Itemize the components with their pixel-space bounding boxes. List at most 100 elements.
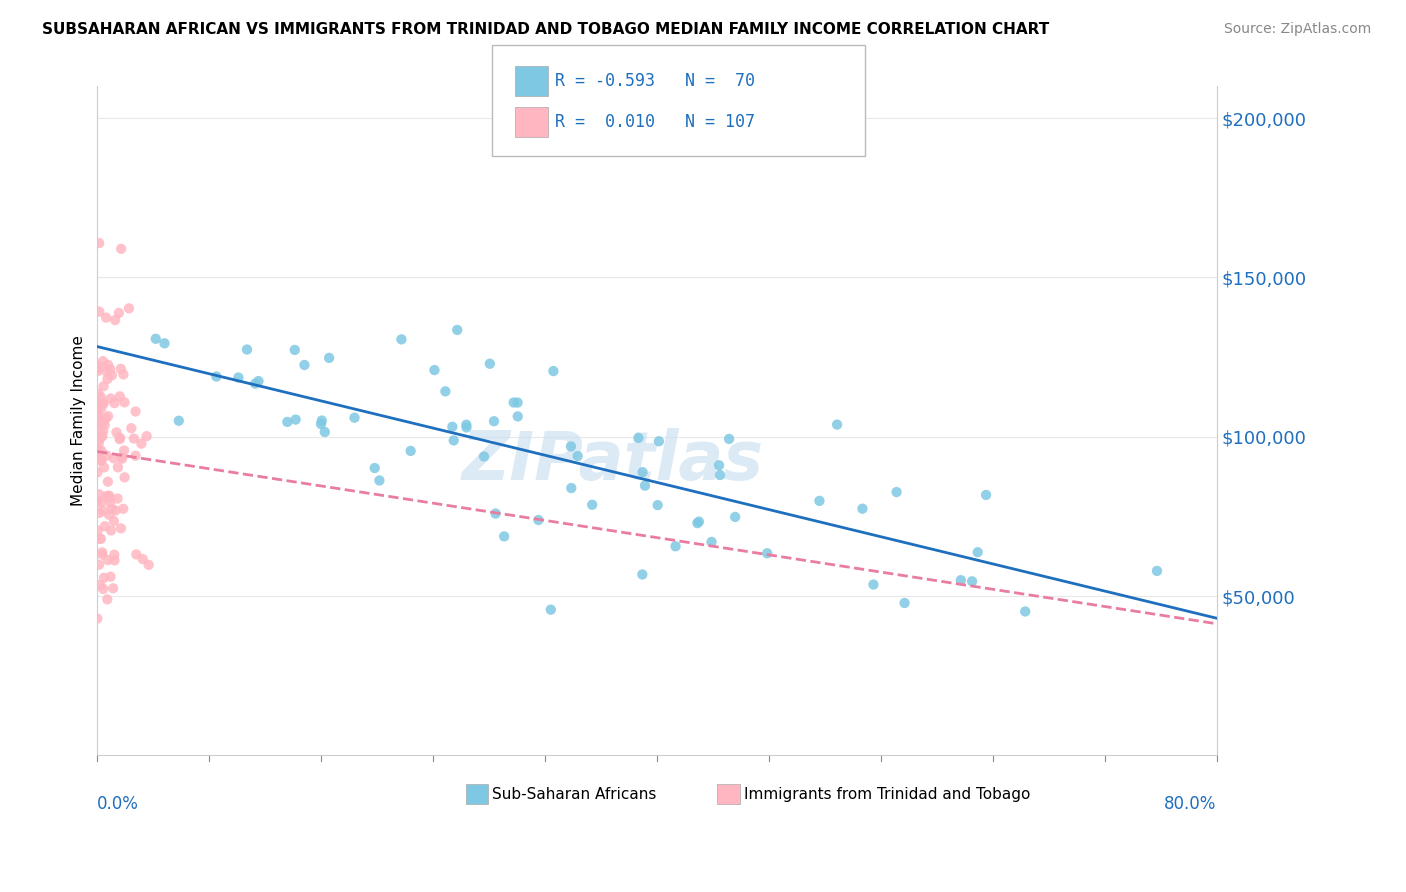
Point: [707, 458, 730, 473]
Point: [87, 364, 110, 378]
Point: [294, 358, 316, 372]
Point: [90, 453, 112, 467]
Point: [90, 495, 112, 509]
Point: [506, 409, 529, 424]
Point: [167, 414, 190, 428]
Point: [446, 323, 468, 337]
Point: [103, 553, 125, 567]
Point: [87, 444, 110, 458]
Point: [94, 519, 117, 533]
Point: [103, 451, 125, 466]
Point: [91, 582, 114, 596]
Point: [318, 351, 340, 365]
Point: [89, 431, 111, 445]
Point: [91, 396, 114, 410]
Point: [893, 596, 915, 610]
Point: [966, 545, 988, 559]
Point: [118, 301, 141, 316]
Point: [631, 465, 654, 479]
Text: 80.0%: 80.0%: [1164, 796, 1216, 814]
Point: [91, 545, 114, 559]
Point: [91, 429, 114, 443]
Point: [110, 242, 132, 256]
Point: [87, 449, 110, 463]
Point: [100, 392, 122, 406]
Point: [94, 411, 117, 425]
Point: [228, 370, 250, 384]
Point: [560, 481, 582, 495]
Point: [236, 343, 259, 357]
Point: [93, 571, 115, 585]
Point: [97, 409, 120, 424]
Point: [648, 434, 671, 449]
Point: [974, 488, 997, 502]
Point: [1146, 564, 1168, 578]
Point: [89, 506, 111, 520]
Point: [93, 397, 115, 411]
Point: [87, 558, 110, 572]
FancyBboxPatch shape: [465, 784, 488, 805]
Point: [132, 552, 155, 566]
Text: Source: ZipAtlas.com: Source: ZipAtlas.com: [1223, 22, 1371, 37]
Point: [627, 431, 650, 445]
Point: [104, 503, 127, 517]
Point: [485, 507, 508, 521]
Point: [89, 532, 111, 546]
Point: [96, 489, 118, 503]
Point: [98, 491, 121, 505]
Point: [399, 443, 422, 458]
Point: [108, 432, 131, 446]
Point: [276, 415, 298, 429]
Point: [664, 539, 686, 553]
Point: [145, 332, 167, 346]
Point: [108, 389, 131, 403]
Point: [90, 430, 112, 444]
Y-axis label: Median Family Income: Median Family Income: [72, 335, 86, 507]
Point: [89, 416, 111, 430]
Point: [631, 567, 654, 582]
Point: [101, 368, 124, 383]
Point: [343, 410, 366, 425]
Point: [87, 386, 110, 401]
Point: [87, 397, 110, 411]
Point: [527, 513, 550, 527]
Point: [138, 558, 160, 572]
Point: [718, 432, 741, 446]
Point: [98, 508, 121, 522]
Point: [87, 494, 110, 508]
Point: [311, 413, 333, 427]
Point: [284, 412, 307, 426]
Point: [112, 443, 135, 458]
Point: [482, 414, 505, 428]
Point: [309, 417, 332, 431]
Point: [107, 491, 129, 506]
Point: [94, 310, 117, 325]
Point: [314, 425, 336, 439]
Point: [540, 602, 562, 616]
Point: [108, 431, 131, 445]
Point: [567, 449, 589, 463]
Point: [103, 548, 125, 562]
Point: [87, 406, 110, 420]
Point: [96, 372, 118, 386]
Point: [494, 529, 516, 543]
Point: [688, 515, 710, 529]
Point: [89, 397, 111, 411]
Point: [502, 395, 524, 409]
Point: [363, 461, 385, 475]
Point: [89, 578, 111, 592]
Point: [91, 424, 114, 438]
Point: [101, 582, 124, 596]
Point: [245, 376, 267, 391]
Point: [949, 573, 972, 587]
Point: [89, 235, 111, 250]
Point: [1014, 605, 1036, 619]
Point: [634, 478, 657, 492]
Point: [120, 421, 142, 435]
Point: [114, 470, 136, 484]
Point: [647, 498, 669, 512]
Point: [851, 501, 873, 516]
Point: [90, 390, 112, 404]
Text: SUBSAHARAN AFRICAN VS IMMIGRANTS FROM TRINIDAD AND TOBAGO MEDIAN FAMILY INCOME C: SUBSAHARAN AFRICAN VS IMMIGRANTS FROM TR…: [42, 22, 1049, 37]
Point: [103, 396, 125, 410]
